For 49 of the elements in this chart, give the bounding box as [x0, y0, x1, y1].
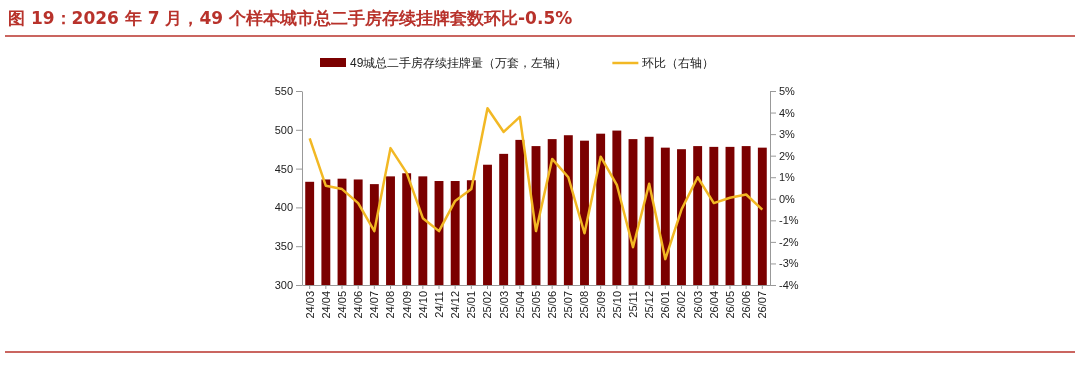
y-tick-label: 550 — [274, 85, 293, 98]
x-tick-label: 25/07 — [562, 291, 575, 319]
y2-tick-label: -2% — [779, 235, 799, 248]
x-tick-label: 26/07 — [756, 291, 769, 319]
x-tick-label: 24/10 — [416, 291, 429, 319]
x-tick-label: 25/09 — [594, 291, 607, 319]
x-tick-label: 24/03 — [303, 291, 316, 319]
y2-tick-label: -1% — [779, 214, 799, 227]
x-tick-label: 24/07 — [368, 291, 381, 319]
y2-tick-label: 2% — [779, 149, 796, 162]
x-tick-label: 25/08 — [578, 291, 591, 319]
x-tick-label: 26/04 — [707, 291, 720, 319]
x-tick-label: 26/06 — [740, 291, 753, 319]
legend-label: 49城总二手房存续挂牌量（万套，左轴） — [350, 56, 568, 70]
x-tick-label: 24/12 — [449, 291, 462, 319]
x-tick-label: 24/09 — [400, 291, 413, 319]
y-tick-label: 350 — [274, 240, 293, 253]
x-tick-label: 25/04 — [513, 291, 526, 319]
x-tick-label: 25/01 — [465, 291, 478, 319]
y-tick-label: 450 — [274, 162, 293, 175]
x-tick-label: 24/06 — [352, 291, 365, 319]
x-tick-label: 26/03 — [691, 291, 704, 319]
x-tick-label: 26/01 — [659, 291, 672, 319]
x-tick-label: 25/11 — [626, 291, 639, 318]
y-tick-label: 400 — [274, 201, 293, 214]
x-tick-label: 25/06 — [546, 291, 559, 319]
legend-label: 环比（右轴） — [642, 56, 715, 70]
y2-tick-label: -3% — [779, 257, 799, 270]
line-series — [308, 106, 764, 261]
x-tick-label: 26/05 — [723, 291, 736, 319]
x-tick-label: 25/12 — [643, 291, 656, 319]
x-tick-label: 25/03 — [497, 291, 510, 319]
y-tick-label: 500 — [274, 123, 293, 136]
y2-tick-label: 0% — [779, 192, 796, 205]
y2-tick-label: 5% — [779, 85, 796, 98]
y2-tick-label: 1% — [779, 171, 796, 184]
chart-title: 图 19：2026 年 7 月，49 个样本城市总二手房存续挂牌套数环比-0.5% — [8, 8, 573, 28]
x-tick-label: 26/02 — [675, 291, 688, 319]
y2-tick-label: 4% — [779, 106, 796, 119]
x-tick-label: 24/04 — [319, 291, 332, 319]
x-tick-label: 24/08 — [384, 291, 397, 319]
x-tick-label: 25/02 — [481, 291, 494, 319]
y-tick-label: 300 — [274, 279, 293, 292]
x-tick-label: 24/05 — [335, 291, 348, 319]
x-tick-label: 24/11 — [432, 291, 445, 318]
x-tick-label: 25/05 — [529, 291, 542, 319]
x-tick-label: 25/10 — [610, 291, 623, 319]
y2-tick-label: -4% — [779, 279, 799, 292]
y2-tick-label: 3% — [779, 128, 796, 141]
